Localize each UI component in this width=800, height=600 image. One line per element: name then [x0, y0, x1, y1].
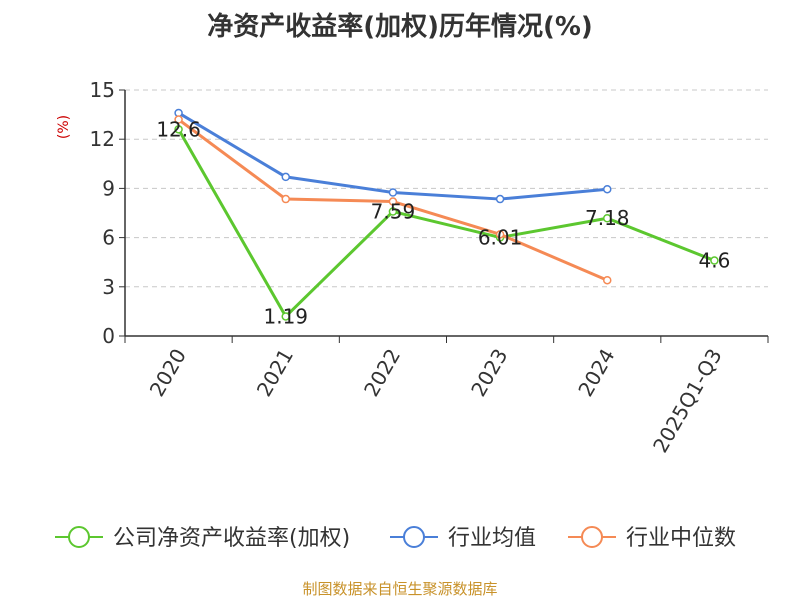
- data-label: 1.19: [263, 304, 308, 328]
- x-tick-label: 2024: [573, 345, 619, 401]
- series-lines: [174, 108, 719, 321]
- data-label: 7.18: [585, 206, 630, 230]
- y-tick-label: 3: [102, 275, 115, 299]
- data-point: [388, 188, 398, 197]
- legend-label: 行业均值: [448, 526, 536, 551]
- data-point: [388, 197, 398, 206]
- data-point: [281, 312, 290, 321]
- legend-swatch-marker: [68, 526, 90, 548]
- series-line-0: [177, 128, 715, 318]
- x-tick-label: 2023: [466, 345, 512, 401]
- data-point: [603, 184, 612, 194]
- y-tick-label: 9: [102, 176, 115, 200]
- data-source-note: 制图数据来自恒生聚源数据库: [302, 580, 498, 598]
- data-point: [603, 275, 612, 285]
- data-point: [281, 194, 290, 204]
- series-line-1: [177, 111, 608, 201]
- data-label: 6.01: [478, 225, 523, 249]
- y-tick-label: 6: [102, 226, 115, 250]
- data-point: [495, 194, 505, 204]
- grid-lines: [125, 89, 768, 288]
- x-tick-label: 2021: [252, 345, 298, 401]
- chart-title: 净资产收益率(加权)历年情况(%): [207, 12, 593, 42]
- data-point: [388, 207, 398, 216]
- legend: 公司净资产收益率(加权) 行业均值 行业中位数: [55, 526, 736, 551]
- data-point: [603, 213, 612, 223]
- data-point: [174, 125, 183, 134]
- data-point: [281, 172, 290, 182]
- data-point: [495, 230, 505, 239]
- data-label: 12.6: [156, 117, 201, 141]
- legend-label: 行业中位数: [626, 526, 736, 551]
- y-tick-label: 12: [90, 127, 115, 151]
- y-tick-label: 0: [102, 324, 115, 348]
- data-label: 4.6: [699, 249, 731, 273]
- legend-swatch-marker: [581, 526, 603, 548]
- data-point: [710, 256, 719, 265]
- y-tick-label: 15: [90, 78, 115, 102]
- x-tick-label: 2025Q1-Q3: [648, 345, 727, 457]
- x-tick-label: 2022: [359, 345, 405, 401]
- data-point: [174, 115, 183, 124]
- y-axis-label: (%): [56, 115, 72, 139]
- data-labels: 12.6 1.19 7.59 6.01 7.18 4.6: [156, 117, 730, 328]
- legend-swatch-marker: [403, 526, 425, 548]
- data-label: 7.59: [371, 200, 416, 224]
- x-tick-label: 2020: [145, 345, 191, 401]
- legend-label: 公司净资产收益率(加权): [113, 526, 350, 551]
